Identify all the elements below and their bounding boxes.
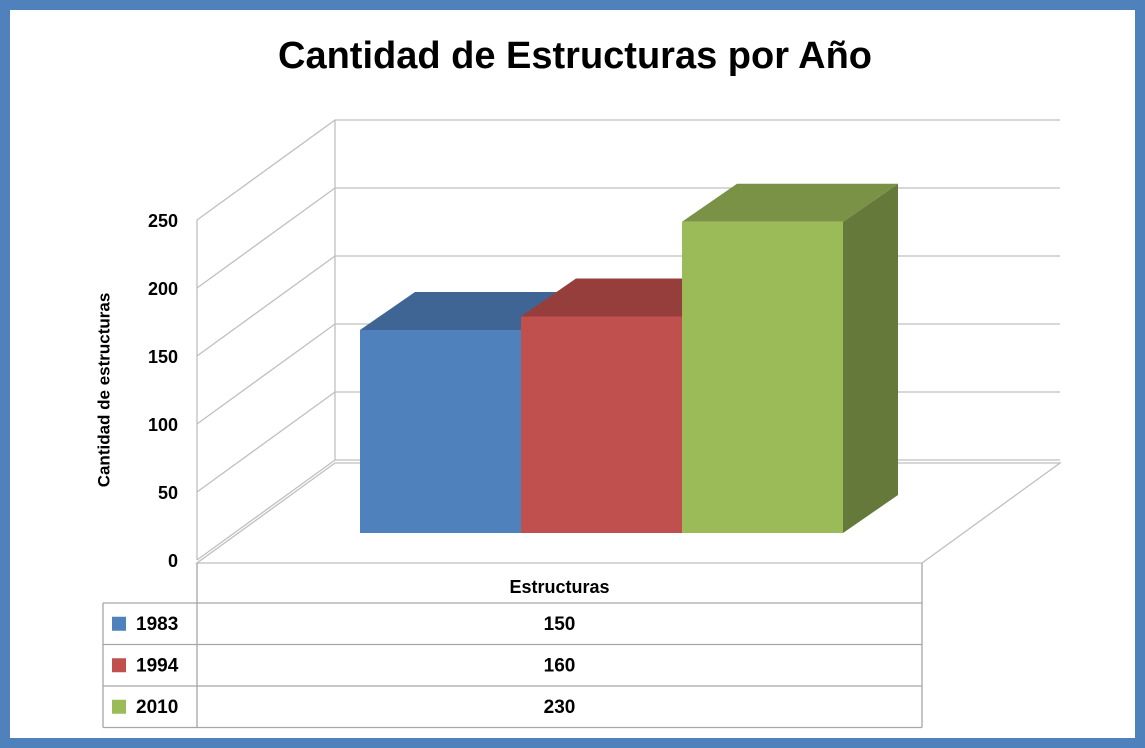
- y-axis-label: Cantidad de estructuras: [94, 293, 113, 488]
- y-tick-label: 250: [148, 211, 178, 231]
- data-label: 160: [544, 655, 576, 676]
- data-label: 150: [544, 614, 576, 635]
- legend-label: 1994: [136, 655, 179, 676]
- bar: [682, 221, 843, 533]
- bar: [521, 316, 682, 533]
- y-tick-label: 200: [148, 279, 178, 299]
- legend-key: [112, 699, 126, 714]
- bar-side: [843, 183, 898, 533]
- legend-key: [112, 658, 126, 673]
- table-border: [102, 563, 923, 728]
- legend-label: 2010: [136, 697, 178, 718]
- data-label: 230: [544, 697, 576, 718]
- y-tick-label: 150: [148, 347, 178, 367]
- floor: [194, 462, 1063, 564]
- bar: [360, 330, 521, 533]
- chart-title: Cantidad de Estructuras por Año: [278, 35, 872, 77]
- grid-line: [196, 119, 1060, 221]
- bar-top: [682, 183, 898, 222]
- y-tick-label: 50: [158, 483, 178, 503]
- y-tick-label: 100: [148, 415, 178, 435]
- y-tick-label: 0: [168, 551, 178, 571]
- x-tick-label: Estructuras: [509, 577, 609, 597]
- legend-label: 1983: [136, 614, 178, 635]
- legend-key: [112, 616, 126, 631]
